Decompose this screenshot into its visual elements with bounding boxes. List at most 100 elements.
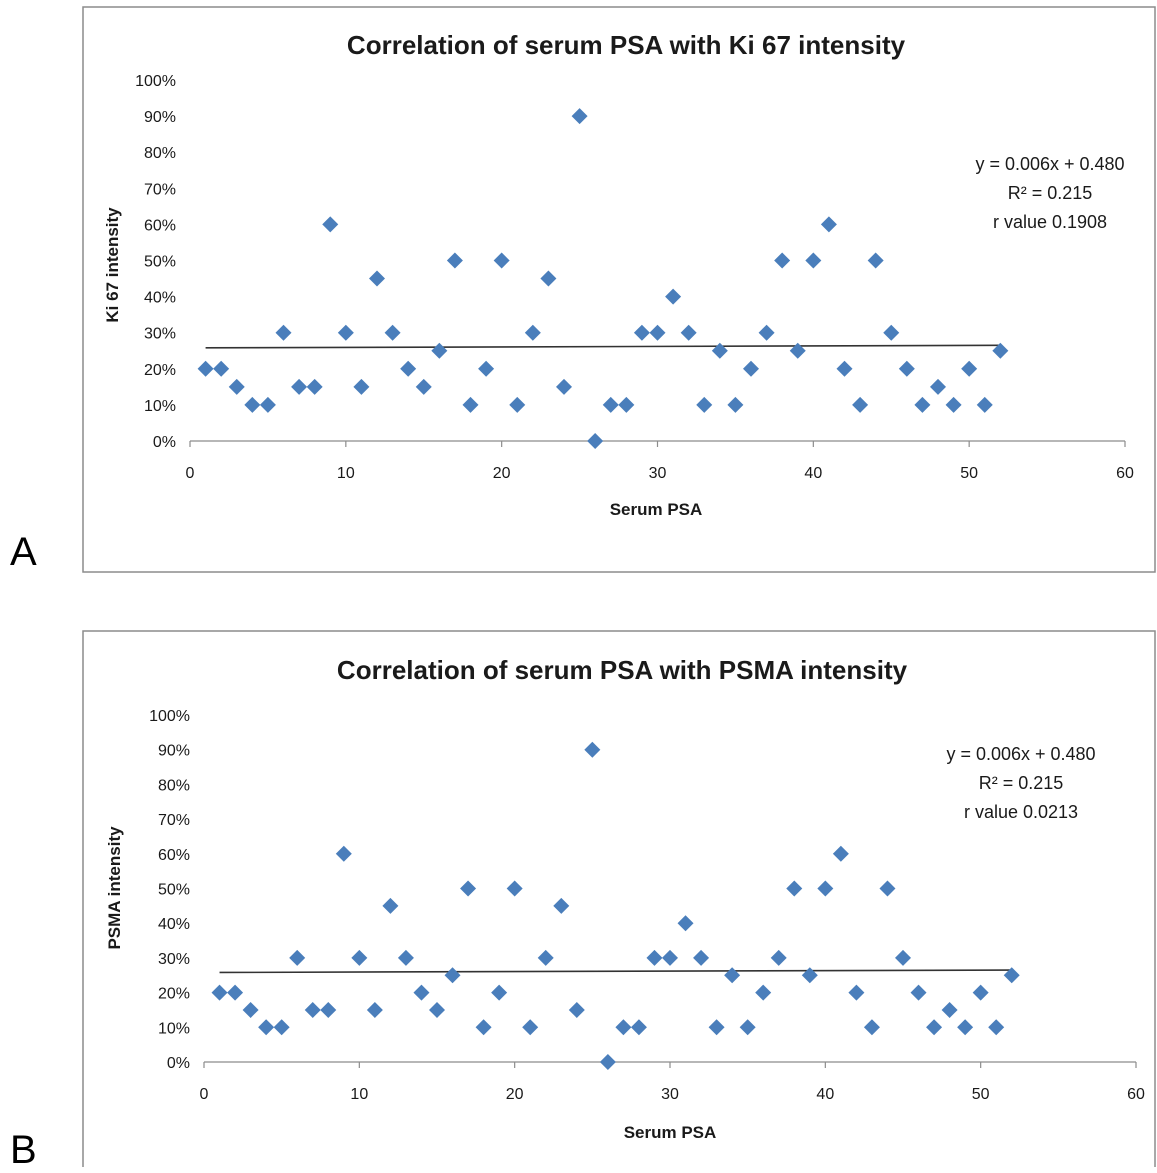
data-point: [291, 378, 308, 395]
data-point: [662, 949, 678, 966]
y-tick-label: 90%: [144, 109, 176, 126]
data-point: [259, 396, 276, 413]
data-point: [242, 1001, 259, 1018]
x-axis-label: Serum PSA: [624, 1123, 717, 1142]
psma-scatter-chart: Correlation of serum PSA with PSMA inten…: [82, 630, 1156, 1167]
data-points: [211, 741, 1020, 1070]
data-point: [228, 378, 245, 395]
data-point: [197, 360, 214, 377]
data-point: [898, 360, 915, 377]
data-point: [322, 216, 339, 233]
data-point: [863, 1019, 880, 1036]
data-point: [571, 108, 588, 125]
data-point: [335, 845, 352, 862]
data-point: [820, 216, 837, 233]
data-point: [478, 360, 495, 377]
data-point: [446, 252, 463, 269]
data-point: [817, 880, 834, 897]
data-point: [275, 324, 292, 341]
data-point: [602, 396, 619, 413]
data-point: [540, 270, 557, 287]
data-point: [972, 984, 989, 1001]
data-point: [475, 1019, 492, 1036]
data-point: [743, 360, 759, 377]
data-point: [696, 396, 713, 413]
x-axis-ticks: 0 10 20 30 40 50 60: [200, 1062, 1145, 1103]
x-tick-label: 30: [661, 1086, 679, 1103]
data-point: [711, 342, 728, 359]
y-tick-label: 60%: [158, 847, 190, 864]
data-point: [724, 967, 741, 984]
x-tick-label: 60: [1116, 465, 1134, 482]
data-point: [649, 324, 666, 341]
data-point: [848, 984, 865, 1001]
r-squared-label: R² = 0.215: [979, 773, 1064, 793]
x-tick-label: 60: [1127, 1086, 1145, 1103]
data-point: [556, 378, 572, 395]
y-tick-label: 70%: [158, 812, 190, 829]
data-points: [197, 108, 1009, 449]
data-point: [774, 252, 791, 269]
data-point: [867, 252, 884, 269]
data-point: [755, 984, 772, 1001]
data-point: [758, 324, 775, 341]
data-point: [258, 1019, 275, 1036]
data-point: [304, 1001, 321, 1018]
data-point: [618, 396, 635, 413]
data-point: [680, 324, 697, 341]
y-tick-label: 30%: [158, 951, 190, 968]
data-point: [444, 967, 461, 984]
data-point: [988, 1019, 1005, 1036]
x-tick-label: 0: [186, 465, 195, 482]
data-point: [879, 880, 896, 897]
y-tick-label: 50%: [144, 254, 176, 271]
x-tick-label: 10: [350, 1086, 368, 1103]
panel-letter-a: A: [10, 530, 37, 574]
data-point: [957, 1019, 974, 1036]
chart-frame: [82, 6, 1156, 573]
data-point: [599, 1054, 616, 1070]
y-tick-label: 80%: [158, 777, 190, 794]
data-point: [587, 433, 604, 449]
y-tick-label: 30%: [144, 326, 176, 343]
y-tick-label: 80%: [144, 145, 176, 162]
data-point: [801, 967, 818, 984]
data-point: [320, 1001, 337, 1018]
y-tick-label: 40%: [144, 290, 176, 307]
y-axis-label: Ki 67 intensity: [103, 207, 122, 323]
ki67-scatter-chart: Correlation of serum PSA with Ki 67 inte…: [82, 6, 1156, 573]
r-value-label: r value 0.0213: [964, 802, 1078, 822]
data-point: [397, 949, 414, 966]
x-tick-label: 20: [506, 1086, 524, 1103]
y-tick-label: 20%: [144, 362, 176, 379]
y-tick-label: 90%: [158, 743, 190, 760]
y-tick-label: 100%: [135, 73, 176, 90]
data-point: [400, 360, 417, 377]
data-point: [786, 880, 803, 897]
data-point: [524, 324, 541, 341]
data-point: [646, 949, 663, 966]
data-point: [633, 324, 650, 341]
data-point: [306, 378, 323, 395]
data-point: [926, 1019, 943, 1036]
data-point: [708, 1019, 725, 1036]
data-point: [615, 1019, 632, 1036]
data-point: [506, 880, 523, 897]
r-value-label: r value 0.1908: [993, 212, 1107, 232]
y-tick-label: 40%: [158, 916, 190, 933]
x-tick-label: 40: [816, 1086, 834, 1103]
r-squared-label: R² = 0.215: [1008, 183, 1093, 203]
data-point: [553, 897, 570, 914]
data-point: [369, 270, 385, 287]
trendline: [205, 344, 1001, 349]
data-point: [384, 324, 401, 341]
data-point: [677, 915, 694, 932]
y-tick-label: 10%: [158, 1020, 190, 1037]
data-point: [351, 949, 368, 966]
data-point: [289, 949, 306, 966]
data-point: [227, 984, 244, 1001]
data-point: [930, 378, 946, 395]
x-tick-label: 20: [493, 465, 511, 482]
panel-letter-b: B: [10, 1128, 37, 1172]
data-point: [462, 396, 479, 413]
